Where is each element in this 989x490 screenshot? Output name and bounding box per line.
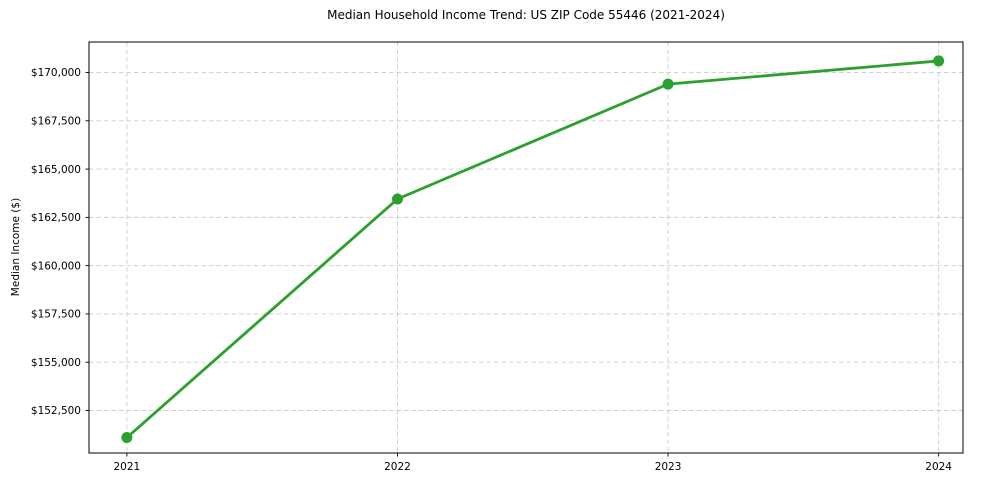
data-point-2021 (121, 432, 133, 444)
x-tick-label: 2022 (384, 461, 411, 473)
y-tick-label: $165,000 (31, 164, 81, 176)
y-tick-label: $162,500 (31, 212, 81, 224)
x-tick-label: 2021 (114, 461, 141, 473)
y-tick-label: $157,500 (31, 309, 81, 321)
x-tick-label: 2023 (655, 461, 682, 473)
plot-border (88, 41, 964, 454)
x-tick-label: 2024 (925, 461, 952, 473)
y-axis-title: Median Income ($) (10, 197, 22, 297)
data-point-2022 (391, 193, 403, 205)
data-point-2023 (662, 78, 674, 90)
y-tick-label: $167,500 (31, 116, 81, 128)
y-tick-label: $152,500 (31, 405, 81, 417)
data-point-2024 (933, 55, 945, 67)
y-tick-label: $160,000 (31, 260, 81, 272)
y-tick-label: $170,000 (31, 67, 81, 79)
y-tick-label: $155,000 (31, 357, 81, 369)
chart-title: Median Household Income Trend: US ZIP Co… (327, 8, 725, 22)
income-trend-line (125, 59, 939, 439)
